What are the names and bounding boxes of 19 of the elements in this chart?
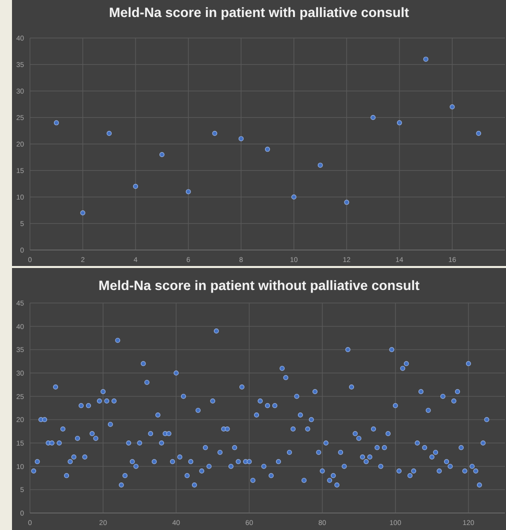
point — [265, 146, 270, 152]
point — [212, 130, 218, 136]
point — [450, 104, 455, 110]
chart-title: Meld-Na score in patient without palliative consult — [98, 278, 420, 293]
point — [476, 130, 482, 136]
point — [106, 130, 112, 136]
chart-title: Meld-Na score in patient with palliative consult — [108, 5, 410, 20]
point — [344, 200, 350, 205]
point — [370, 115, 376, 120]
point — [238, 136, 244, 142]
point — [133, 184, 138, 189]
point — [396, 120, 402, 126]
point — [159, 152, 164, 158]
point — [186, 189, 191, 194]
point — [423, 56, 428, 62]
point — [54, 120, 59, 126]
point — [291, 194, 296, 200]
point — [80, 210, 86, 216]
point — [318, 162, 323, 168]
